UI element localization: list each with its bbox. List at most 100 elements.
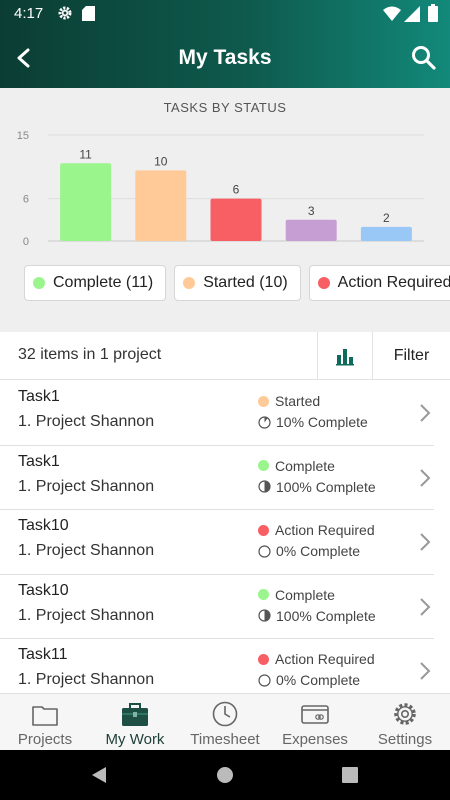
- progress-pie-icon: [258, 544, 271, 558]
- bar-4[interactable]: [285, 219, 337, 241]
- y-tick-label: 0: [23, 236, 29, 248]
- task-progress: 100% Complete: [258, 608, 376, 624]
- task-row[interactable]: Task11 1. Project Shannon Action Required 0…: [0, 639, 434, 693]
- bar-1[interactable]: [60, 163, 112, 241]
- task-status-label: Action Required: [275, 522, 375, 538]
- task-status: Started: [258, 393, 320, 409]
- task-list: Task1 1. Project Shannon Started 10% Comple…: [0, 381, 450, 693]
- task-row[interactable]: Task10 1. Project Shannon Complete 100% Com…: [0, 575, 434, 639]
- chevron-right-icon[interactable]: [418, 661, 432, 681]
- chevron-right-icon[interactable]: [418, 532, 432, 552]
- nav-item-projects[interactable]: Projects: [0, 694, 90, 751]
- status-dot-icon: [258, 653, 269, 665]
- task-name: Task10: [18, 581, 69, 599]
- legend-chip[interactable]: Action Required: [308, 265, 450, 301]
- nav-item-label: Projects: [17, 731, 73, 748]
- nav-item-label: My Work: [105, 731, 165, 748]
- nav-item-label: Settings: [377, 731, 433, 748]
- nav-item-label: Timesheet: [190, 731, 260, 748]
- chevron-right-icon[interactable]: [418, 597, 432, 617]
- task-project: 1. Project Shannon: [18, 477, 155, 495]
- status-dot-icon: [33, 277, 45, 289]
- bar-value-label: 3: [308, 204, 315, 218]
- divider: [372, 332, 373, 380]
- bar-value-label: 2: [383, 211, 390, 225]
- nav-item-timesheet[interactable]: Timesheet: [180, 694, 270, 751]
- bar-2[interactable]: [135, 170, 187, 241]
- task-progress-label: 100% Complete: [276, 478, 376, 495]
- bar-5[interactable]: [360, 226, 412, 241]
- system-back-icon[interactable]: [90, 766, 108, 784]
- task-name: Task10: [18, 517, 69, 534]
- nav-item-expenses[interactable]: Expenses: [270, 694, 360, 751]
- task-name: Task1: [18, 452, 60, 470]
- items-summary: 32 items in 1 project: [18, 346, 162, 363]
- task-progress: 10% Complete: [258, 414, 368, 430]
- divider: [317, 332, 318, 380]
- folder-icon: [32, 706, 58, 726]
- y-tick-label: 6: [23, 194, 29, 206]
- progress-pie-icon: [258, 480, 271, 493]
- task-name: Task1: [18, 388, 60, 405]
- progress-pie-icon: [258, 415, 271, 429]
- y-tick-label: 15: [17, 130, 29, 142]
- task-row[interactable]: Task10 1. Project Shannon Action Required 0…: [0, 510, 434, 575]
- briefcase-icon: [122, 703, 148, 726]
- status-dot-icon: [317, 277, 330, 289]
- clock-icon: [212, 701, 238, 727]
- sd-card-icon: [82, 6, 95, 21]
- task-project: 1. Project Shannon: [18, 606, 155, 624]
- search-icon[interactable]: [410, 44, 438, 72]
- task-project: 1. Project Shannon: [18, 671, 155, 688]
- task-progress: 100% Complete: [258, 479, 376, 495]
- task-name: Task11: [18, 646, 68, 663]
- task-status: Action Required: [258, 651, 375, 667]
- task-row[interactable]: Task1 1. Project Shannon Started 10% Comple…: [0, 381, 434, 446]
- system-home-icon[interactable]: [216, 766, 234, 784]
- nav-item-settings[interactable]: Settings: [360, 694, 450, 751]
- bar-3[interactable]: [210, 198, 262, 241]
- bar-value-label: 6: [233, 183, 240, 197]
- legend-chip-label: Complete (11): [53, 274, 154, 291]
- back-button[interactable]: [10, 44, 38, 72]
- chevron-right-icon[interactable]: [418, 403, 432, 423]
- task-progress-label: 0% Complete: [276, 672, 361, 688]
- gear-icon: [394, 703, 416, 725]
- credit-card-icon: [301, 705, 329, 724]
- status-dot-icon: [258, 460, 269, 471]
- summary-bar: 32 items in 1 project Filter: [0, 332, 450, 380]
- bar-value-label: 11: [79, 147, 92, 161]
- bar-chart-icon[interactable]: [335, 346, 355, 366]
- signal-icon: [404, 6, 420, 22]
- chevron-right-icon[interactable]: [418, 468, 432, 488]
- task-status: Complete: [258, 458, 335, 474]
- nav-item-label: Expenses: [282, 731, 348, 748]
- task-status: Action Required: [258, 522, 375, 538]
- task-status-label: Action Required: [275, 651, 375, 667]
- system-navigation-bar: [0, 750, 450, 800]
- task-row[interactable]: Task1 1. Project Shannon Complete 100% Comp…: [0, 446, 434, 510]
- task-project: 1. Project Shannon: [18, 413, 155, 430]
- progress-pie-icon: [258, 609, 271, 622]
- legend-chips: Complete (11) Started (10) Action Required: [24, 265, 450, 303]
- task-status-label: Complete: [275, 457, 335, 474]
- bar-value-label: 10: [154, 154, 168, 168]
- task-project: 1. Project Shannon: [18, 542, 155, 559]
- legend-chip[interactable]: Complete (11): [24, 265, 167, 301]
- legend-chip[interactable]: Started (10): [174, 265, 301, 301]
- status-dot-icon: [183, 277, 196, 289]
- task-progress: 0% Complete: [258, 543, 360, 559]
- nav-item-my-work[interactable]: My Work: [90, 694, 180, 751]
- status-dot-icon: [258, 589, 269, 600]
- legend-chip-label: Action Required: [337, 274, 450, 291]
- wifi-icon: [383, 6, 401, 21]
- page-title: My Tasks: [178, 46, 272, 69]
- filter-button[interactable]: Filter: [393, 347, 430, 364]
- task-status: Complete: [258, 587, 335, 603]
- system-recents-icon[interactable]: [342, 767, 358, 783]
- tasks-by-status-chart: 0 6 15 11 10 6 3 2: [17, 130, 424, 248]
- status-bar: 4:17: [0, 0, 450, 28]
- settings-gear-icon: [58, 6, 72, 20]
- chart-panel: TASKS BY STATUS 0 6 15 11 10 6 3 2 Complete (11…: [0, 88, 450, 332]
- status-dot-icon: [258, 524, 269, 536]
